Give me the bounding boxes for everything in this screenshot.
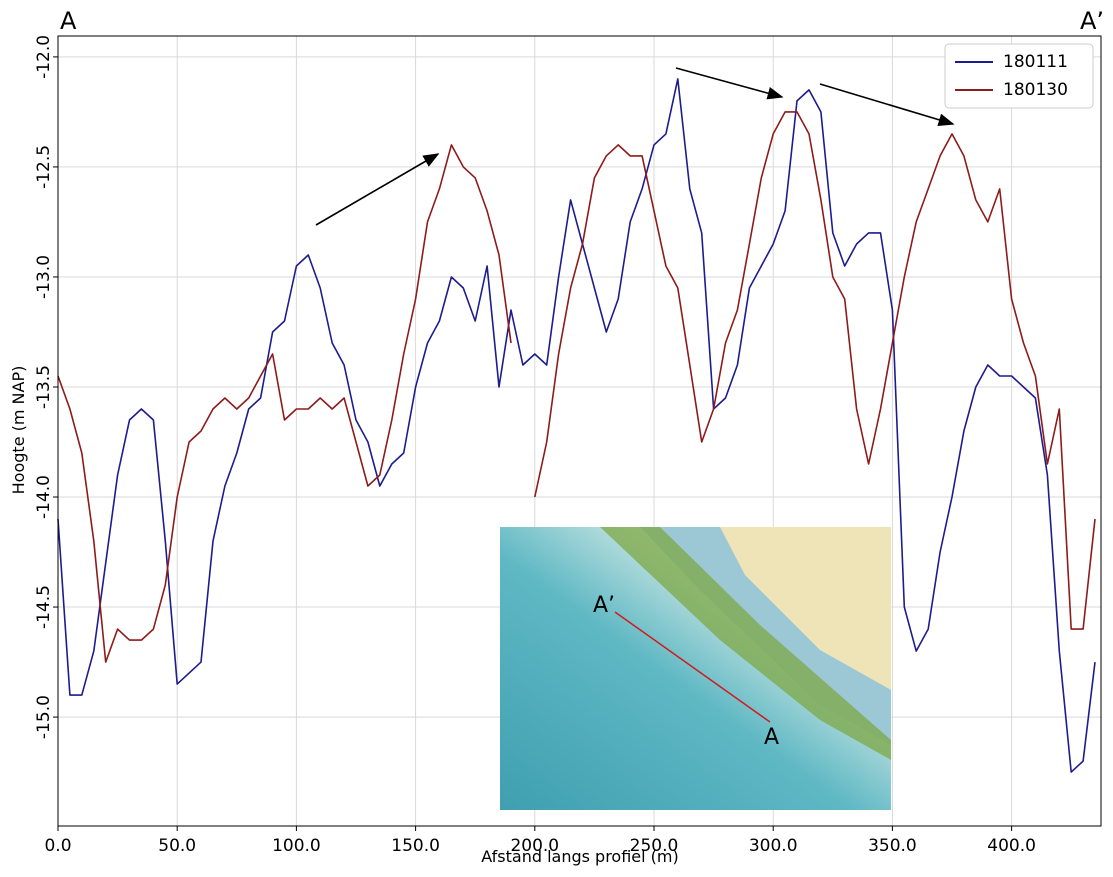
y-tick-label: -15.0: [34, 695, 54, 739]
legend-label: 180130: [1003, 80, 1068, 100]
y-tick-label: -14.0: [34, 475, 54, 519]
y-tick-label: -12.5: [34, 145, 54, 189]
inset-label: A’: [593, 593, 615, 618]
arrow: [316, 154, 438, 225]
x-tick-label: 0.0: [44, 836, 71, 856]
x-axis-label: Afstand langs profiel (m): [481, 847, 678, 866]
annotation: A: [60, 7, 77, 35]
y-tick-label: -13.0: [34, 255, 54, 299]
chart: 0.050.0100.0150.0200.0250.0300.0350.0400…: [0, 0, 1113, 877]
legend: 180111 180130: [945, 44, 1093, 108]
y-axis-label: Hoogte (m NAP): [9, 366, 28, 495]
x-tick-label: 50.0: [158, 836, 196, 856]
arrow: [820, 84, 953, 124]
x-tick-label: 350.0: [868, 836, 917, 856]
legend-label: 180111: [1003, 52, 1068, 72]
x-tick-label: 300.0: [749, 836, 798, 856]
arrow: [676, 68, 782, 97]
arrows: [316, 68, 953, 225]
inset-label: A: [764, 725, 779, 750]
x-tick-label: 100.0: [272, 836, 321, 856]
y-tick-label: -13.5: [34, 365, 54, 409]
y-tick-label: -12.0: [34, 35, 54, 79]
x-tick-label: 150.0: [391, 836, 440, 856]
x-tick-label: 400.0: [987, 836, 1036, 856]
y-tick-label: -14.5: [34, 585, 54, 629]
inset-map: A’ A: [500, 527, 891, 810]
annotation: A’: [1080, 7, 1104, 35]
